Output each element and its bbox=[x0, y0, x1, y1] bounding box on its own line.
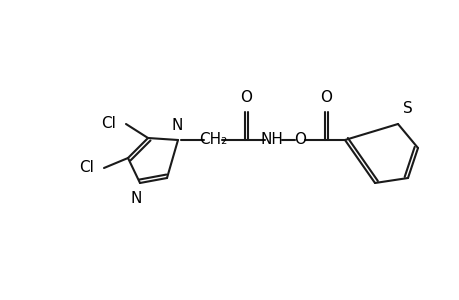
Text: Cl: Cl bbox=[101, 116, 116, 131]
Text: O: O bbox=[293, 133, 305, 148]
Text: NH: NH bbox=[260, 133, 283, 148]
Text: Cl: Cl bbox=[79, 160, 94, 175]
Text: N: N bbox=[130, 191, 141, 206]
Text: S: S bbox=[402, 101, 412, 116]
Text: N: N bbox=[171, 118, 182, 133]
Text: O: O bbox=[240, 90, 252, 105]
Text: O: O bbox=[319, 90, 331, 105]
Text: CH₂: CH₂ bbox=[198, 133, 227, 148]
